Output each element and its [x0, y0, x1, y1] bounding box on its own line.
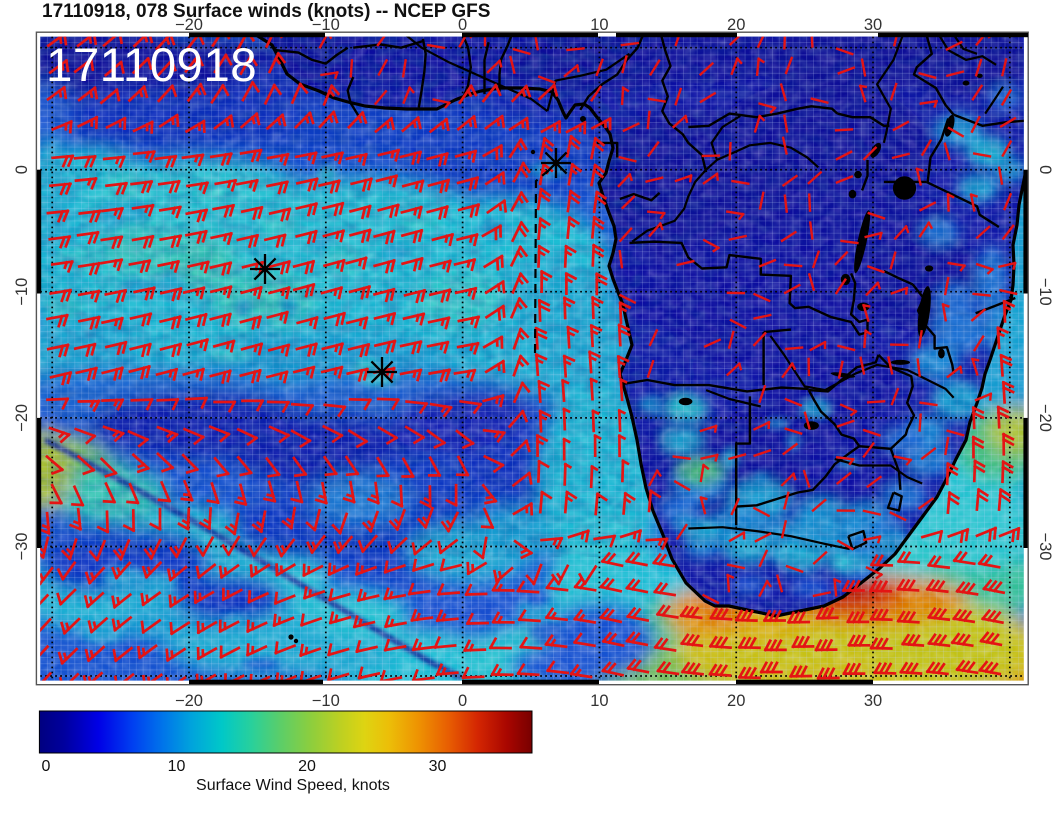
svg-text:0: 0 — [458, 692, 467, 710]
svg-text:−20: −20 — [13, 404, 31, 432]
svg-text:−10: −10 — [1036, 278, 1054, 306]
svg-text:30: 30 — [864, 692, 882, 710]
svg-text:−10: −10 — [13, 278, 31, 306]
svg-text:20: 20 — [727, 16, 745, 34]
svg-text:10: 10 — [168, 758, 186, 775]
svg-text:0: 0 — [42, 758, 51, 775]
svg-text:20: 20 — [298, 758, 316, 775]
svg-text:0: 0 — [458, 16, 467, 34]
svg-text:30: 30 — [864, 16, 882, 34]
svg-text:−10: −10 — [312, 16, 340, 34]
svg-text:−20: −20 — [175, 16, 203, 34]
svg-text:0: 0 — [1036, 165, 1054, 174]
svg-text:Surface Wind Speed, knots: Surface Wind Speed, knots — [196, 777, 390, 794]
svg-text:−10: −10 — [312, 692, 340, 710]
svg-text:−30: −30 — [13, 533, 31, 561]
svg-text:10: 10 — [590, 16, 608, 34]
svg-text:−20: −20 — [175, 692, 203, 710]
svg-text:30: 30 — [429, 758, 447, 775]
svg-text:−20: −20 — [1036, 404, 1054, 432]
svg-text:−30: −30 — [1036, 533, 1054, 561]
svg-text:17110918, 078 Surface winds (k: 17110918, 078 Surface winds (knots) -- N… — [42, 1, 490, 22]
svg-text:0: 0 — [13, 165, 31, 174]
svg-text:10: 10 — [590, 692, 608, 710]
svg-text:17110918: 17110918 — [46, 39, 257, 92]
svg-text:20: 20 — [727, 692, 745, 710]
